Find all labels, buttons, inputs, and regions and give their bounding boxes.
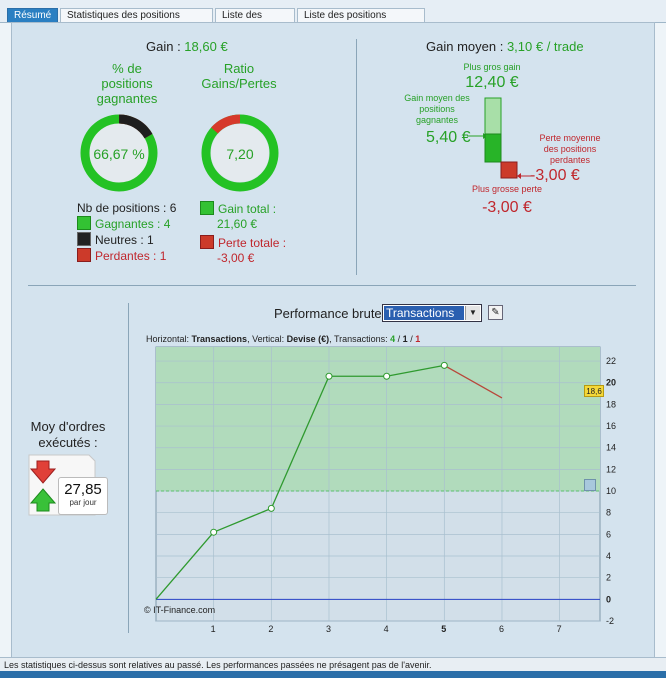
wrench-icon[interactable]: ✎ bbox=[488, 305, 503, 320]
series-segment bbox=[443, 364, 503, 399]
pct-winning-donut bbox=[80, 114, 158, 192]
avg-gain-label: Gain moyen des positions gagnantes bbox=[404, 93, 470, 125]
x-tick-label: 6 bbox=[499, 624, 504, 634]
gain-header: Gain : 18,60 € bbox=[146, 39, 228, 54]
series-segment bbox=[155, 531, 215, 600]
performance-title: Performance brute bbox=[274, 306, 382, 321]
tab-bar: Résumé Statistiques des positions clôtur… bbox=[0, 0, 666, 35]
tab-stats-closed-positions[interactable]: Statistiques des positions clôturées bbox=[60, 8, 213, 35]
pct-winning-value: 66,67 % bbox=[93, 146, 145, 162]
chart-copyright: © IT-Finance.com bbox=[144, 605, 216, 615]
chart-info: Horizontal: Transactions, Vertical: Devi… bbox=[146, 334, 421, 344]
series-segment bbox=[386, 364, 445, 377]
gain-value: 18,60 € bbox=[184, 39, 228, 54]
red-square-icon bbox=[77, 248, 91, 262]
green-square-icon bbox=[200, 201, 214, 215]
ratio-value: 7,20 bbox=[226, 146, 254, 162]
x-tick-label: 1 bbox=[211, 624, 216, 634]
y-tick-label: 18 bbox=[606, 399, 616, 409]
red-square-icon bbox=[200, 235, 214, 249]
tab-closed-positions-list[interactable]: Liste des positions clôturées bbox=[297, 8, 425, 35]
data-point bbox=[210, 528, 218, 536]
totals-legend: Gain total : 21,60 € Perte totale : -3,0… bbox=[200, 201, 286, 266]
y-tick-label: 4 bbox=[606, 551, 611, 561]
x-tick-label: 3 bbox=[326, 624, 331, 634]
y-tick-label: 16 bbox=[606, 421, 616, 431]
y-tick-label: 0 bbox=[606, 594, 611, 604]
avg-loss-value: -3,00 € bbox=[530, 167, 580, 184]
data-point bbox=[440, 361, 448, 369]
performance-select[interactable]: Transactions ▼ bbox=[382, 304, 482, 322]
y-tick-label: 14 bbox=[606, 443, 616, 453]
black-square-icon bbox=[77, 232, 91, 246]
gain-total-value: 21,60 € bbox=[217, 217, 258, 231]
dropdown-arrow-icon[interactable]: ▼ bbox=[465, 306, 480, 320]
threshold-handle[interactable] bbox=[584, 479, 596, 491]
x-tick-label: 5 bbox=[441, 624, 446, 634]
legend-losing: Perdantes : 1 bbox=[77, 248, 176, 264]
y-tick-label: 2 bbox=[606, 573, 611, 583]
ratio-title: Ratio Gains/Pertes bbox=[201, 61, 277, 91]
profit-zone bbox=[156, 347, 600, 492]
gain-label: Gain : bbox=[146, 39, 185, 54]
perte-totale-value: -3,00 € bbox=[217, 251, 255, 265]
y-tick-label: 8 bbox=[606, 508, 611, 518]
avg-orders-label: Moy d'ordres exécutés : bbox=[30, 419, 106, 450]
bottom-strip bbox=[0, 671, 666, 678]
tab-resume[interactable]: Résumé bbox=[7, 8, 58, 22]
y-tick-label: 6 bbox=[606, 529, 611, 539]
biggest-loss-value: -3,00 € bbox=[482, 199, 532, 216]
green-square-icon bbox=[77, 216, 91, 230]
gain-moyen-header: Gain moyen : 3,10 € / trade bbox=[426, 39, 584, 54]
tab-orders-list[interactable]: Liste des ordres bbox=[215, 8, 295, 35]
biggest-gain-label: Plus gros gain bbox=[463, 62, 521, 72]
x-tick-label: 7 bbox=[557, 624, 562, 634]
y-tick-label: 22 bbox=[606, 356, 616, 366]
gain-loss-bars bbox=[467, 97, 531, 179]
gain-total: Gain total : bbox=[200, 201, 286, 217]
data-point bbox=[383, 372, 391, 380]
y-tick-label: -2 bbox=[606, 616, 614, 626]
x-tick-label: 4 bbox=[384, 624, 389, 634]
performance-select-value: Transactions bbox=[384, 306, 464, 320]
summary-panel: Gain : 18,60 € % de positions gagnantes … bbox=[11, 22, 655, 658]
orders-value: 27,85 bbox=[64, 481, 102, 498]
perte-totale: Perte totale : bbox=[200, 235, 286, 251]
ratio-donut bbox=[201, 114, 279, 192]
orders-value-box: 27,85 par jour bbox=[58, 477, 108, 515]
avg-gain-value: 5,40 € bbox=[426, 129, 471, 146]
y-tick-label: 12 bbox=[606, 464, 616, 474]
divider-vertical-lower bbox=[128, 303, 129, 633]
series-segment bbox=[213, 507, 272, 533]
positions-count: Nb de positions : 6 bbox=[77, 201, 177, 215]
biggest-loss-label: Plus grosse perte bbox=[471, 184, 543, 194]
y-tick-label: 20 bbox=[606, 378, 616, 388]
footer-disclaimer: Les statistiques ci-dessus sont relative… bbox=[0, 657, 666, 671]
data-point bbox=[325, 372, 333, 380]
positions-legend: Nb de positions : 6 Gagnantes : 4 Neutre… bbox=[77, 201, 176, 264]
divider-horizontal bbox=[28, 285, 636, 286]
orders-unit: par jour bbox=[69, 498, 97, 507]
y-tick-label: 10 bbox=[606, 486, 616, 496]
current-value-badge: 18,6 bbox=[584, 385, 604, 397]
pct-winning-title: % de positions gagnantes bbox=[96, 61, 158, 106]
legend-neutral: Neutres : 1 bbox=[77, 232, 176, 248]
avg-loss-label: Perte moyenne des positions perdantes bbox=[539, 133, 601, 165]
legend-winning: Gagnantes : 4 bbox=[77, 216, 176, 232]
x-tick-label: 2 bbox=[268, 624, 273, 634]
data-point bbox=[267, 504, 275, 512]
divider-vertical bbox=[356, 39, 357, 275]
series-segment bbox=[270, 375, 330, 509]
biggest-gain-value: 12,40 € bbox=[465, 74, 519, 91]
